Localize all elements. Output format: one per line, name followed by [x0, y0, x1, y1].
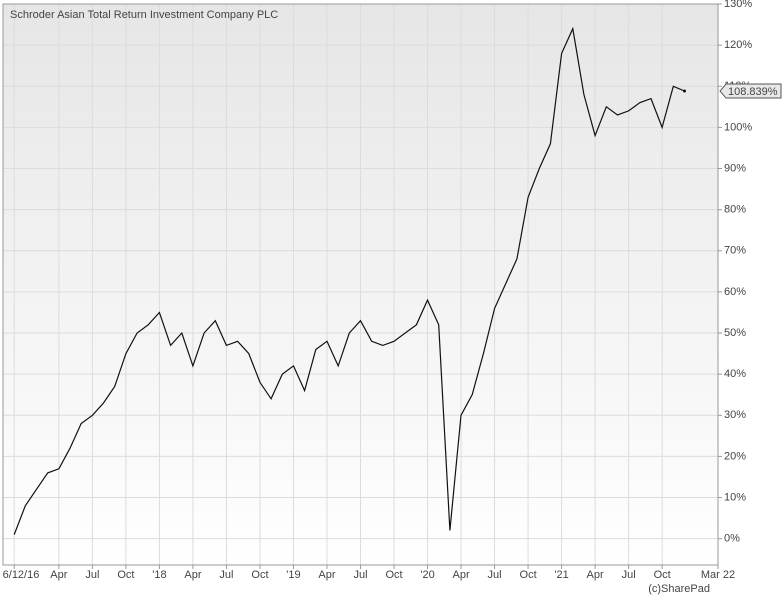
price-line [13, 26, 685, 535]
y-tick-label: 0% [724, 533, 740, 545]
y-tick-label: 80% [724, 204, 746, 216]
last-point [682, 89, 686, 93]
y-tick-label: 90% [724, 162, 746, 174]
value-label: 108.839% [728, 86, 778, 98]
x-tick-label: Mar 22 [701, 569, 735, 581]
x-tick-label: Jul [85, 569, 99, 581]
y-tick-label: 100% [724, 121, 752, 133]
x-tick-label: Jul [353, 569, 367, 581]
value-label-box [719, 83, 782, 99]
x-tick-label: '20 [420, 569, 434, 581]
x-tick-label: Jul [219, 569, 233, 581]
x-tick-label: Apr [318, 569, 335, 581]
x-tick-label: Apr [184, 569, 201, 581]
y-tick-label: 60% [724, 286, 746, 298]
x-tick-label: Apr [452, 569, 469, 581]
y-tick-label: 130% [724, 0, 752, 10]
y-tick-label: 70% [724, 245, 746, 257]
y-tick-label: 20% [724, 450, 746, 462]
x-tick-label: Oct [520, 569, 537, 581]
y-tick-label: 10% [724, 491, 746, 503]
x-tick-label: Apr [587, 569, 604, 581]
x-tick-label: Apr [50, 569, 67, 581]
x-tick-label: 6/12/16 [3, 569, 40, 581]
x-tick-label: Oct [117, 569, 134, 581]
x-tick-label: '19 [286, 569, 300, 581]
x-tick-label: Oct [654, 569, 671, 581]
x-tick-label: Jul [488, 569, 502, 581]
y-tick-label: 30% [724, 409, 746, 421]
x-tick-label: '21 [554, 569, 568, 581]
x-tick-label: Oct [251, 569, 268, 581]
chart-title: Schroder Asian Total Return Investment C… [10, 9, 278, 21]
x-tick-label: Jul [622, 569, 636, 581]
y-tick-label: 50% [724, 327, 746, 339]
x-tick-label: '18 [152, 569, 166, 581]
y-tick-label: 120% [724, 39, 752, 51]
y-tick-label: 40% [724, 368, 746, 380]
credit: (c)SharePad [648, 583, 710, 595]
x-tick-label: Oct [385, 569, 402, 581]
